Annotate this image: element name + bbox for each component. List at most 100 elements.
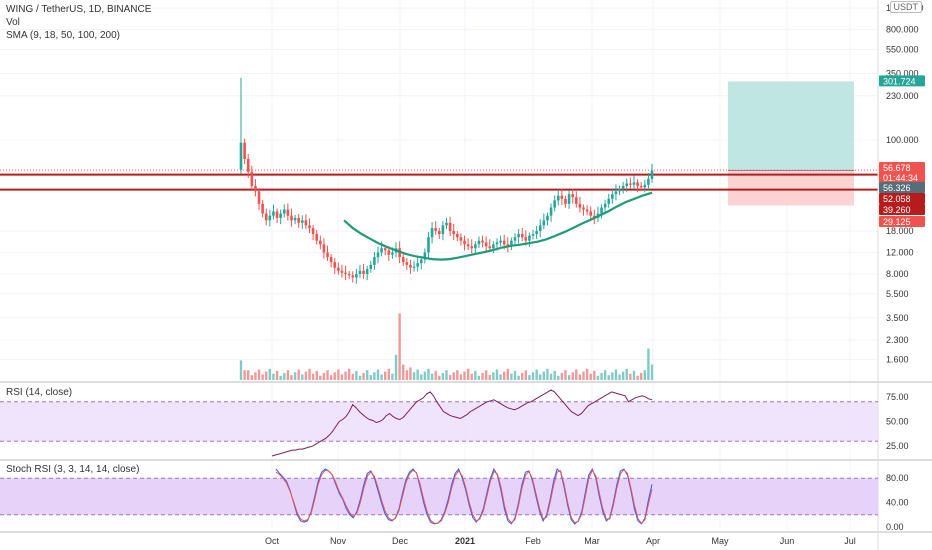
volume-bar xyxy=(315,370,318,380)
sma-line xyxy=(343,191,653,261)
volume-bar xyxy=(290,375,293,380)
volume-bar xyxy=(409,367,412,380)
rsi-line xyxy=(271,389,653,457)
volume-bar xyxy=(603,370,607,380)
volume-label[interactable]: Vol xyxy=(6,17,20,28)
volume-bar xyxy=(517,375,520,380)
candle xyxy=(340,270,344,273)
candle xyxy=(275,211,279,218)
candle xyxy=(344,272,347,274)
candle xyxy=(481,240,484,243)
volume-bar xyxy=(268,368,272,380)
volume-bar xyxy=(589,373,592,380)
price-label: 39.260 xyxy=(883,205,911,215)
volume-bar xyxy=(492,372,495,380)
candle xyxy=(264,213,268,221)
volume-bar xyxy=(614,369,618,380)
candle xyxy=(441,225,445,235)
candle xyxy=(358,270,362,274)
candle xyxy=(643,184,647,188)
volume-bar xyxy=(575,369,578,380)
volume-bar xyxy=(625,368,628,380)
volume-bar xyxy=(488,375,491,380)
volume-bar xyxy=(636,375,639,380)
sma-label[interactable]: SMA (9, 18, 50, 100, 200) xyxy=(6,30,120,41)
volume-bar xyxy=(351,373,354,380)
candle xyxy=(261,203,264,214)
candle xyxy=(268,215,272,221)
candle xyxy=(614,191,618,195)
rsi-band xyxy=(0,401,878,442)
candle xyxy=(257,191,261,204)
volume-bar xyxy=(412,372,416,380)
candle xyxy=(549,207,553,216)
price-tick-label: 3.500 xyxy=(886,313,909,323)
volume-bar xyxy=(441,373,445,380)
time-tick-label: Feb xyxy=(525,536,541,546)
volume-bar xyxy=(405,370,409,380)
volume-bar xyxy=(477,375,481,380)
candle xyxy=(585,209,589,212)
volume-bar xyxy=(326,370,329,380)
volume-bar xyxy=(391,373,394,380)
volume-bar xyxy=(438,375,441,380)
candle xyxy=(239,142,243,170)
rsi-title[interactable]: RSI (14, close) xyxy=(6,387,73,398)
volume-bar xyxy=(521,373,524,380)
time-tick-label: Apr xyxy=(646,536,660,546)
volume-bar xyxy=(546,368,549,380)
volume-bar xyxy=(456,370,459,380)
candle xyxy=(477,240,481,245)
volume-bar xyxy=(434,370,437,380)
volume-bar xyxy=(319,375,322,380)
time-tick-label: Oct xyxy=(265,536,280,546)
candle xyxy=(459,237,463,241)
price-tick-label: 350.000 xyxy=(886,69,919,79)
volume-bar xyxy=(283,373,286,380)
time-tick-label: Mar xyxy=(584,536,600,546)
stoch-d-line xyxy=(275,468,653,525)
volume-bar xyxy=(564,370,567,380)
price-tick-label: 230.000 xyxy=(886,91,919,101)
candle xyxy=(272,211,275,216)
candle xyxy=(517,234,520,238)
volume-bar xyxy=(416,369,419,380)
candle xyxy=(337,267,340,271)
price-tick-label: 100.000 xyxy=(886,135,919,145)
price-label-bg xyxy=(879,193,925,204)
target-zone xyxy=(728,81,854,171)
candle xyxy=(362,270,365,274)
price-label-bg xyxy=(879,75,925,87)
candle xyxy=(380,248,383,253)
volume-bar xyxy=(347,368,351,380)
candle xyxy=(611,194,614,199)
price-label: 52.058 xyxy=(883,194,911,204)
volume-bar xyxy=(618,374,621,380)
candle xyxy=(391,252,394,255)
candle xyxy=(625,183,629,187)
symbol-label[interactable]: WING / TetherUS, 1D, BINANCE xyxy=(6,4,152,15)
time-tick-label: Nov xyxy=(330,536,347,546)
candle xyxy=(474,244,477,249)
volume-bar xyxy=(308,368,311,380)
volume-bar xyxy=(272,373,275,380)
volume-bar xyxy=(647,348,650,380)
stoch-rsi-title[interactable]: Stoch RSI (3, 3, 14, 14, close) xyxy=(6,464,140,475)
volume-bar xyxy=(402,364,405,380)
candle xyxy=(355,274,358,278)
volume-bars xyxy=(239,313,654,380)
candle xyxy=(430,228,434,238)
candle xyxy=(290,215,293,221)
candle xyxy=(520,234,524,238)
volume-bar xyxy=(398,313,401,380)
time-tick-label: May xyxy=(711,536,729,546)
currency-button[interactable]: USDT xyxy=(889,1,922,13)
candle xyxy=(243,142,246,159)
candle xyxy=(650,170,654,179)
price-tick-label: 550.000 xyxy=(886,45,919,55)
candle xyxy=(603,203,607,208)
time-tick-label: 2021 xyxy=(455,536,475,546)
volume-bar xyxy=(344,371,347,380)
candle xyxy=(629,183,632,185)
